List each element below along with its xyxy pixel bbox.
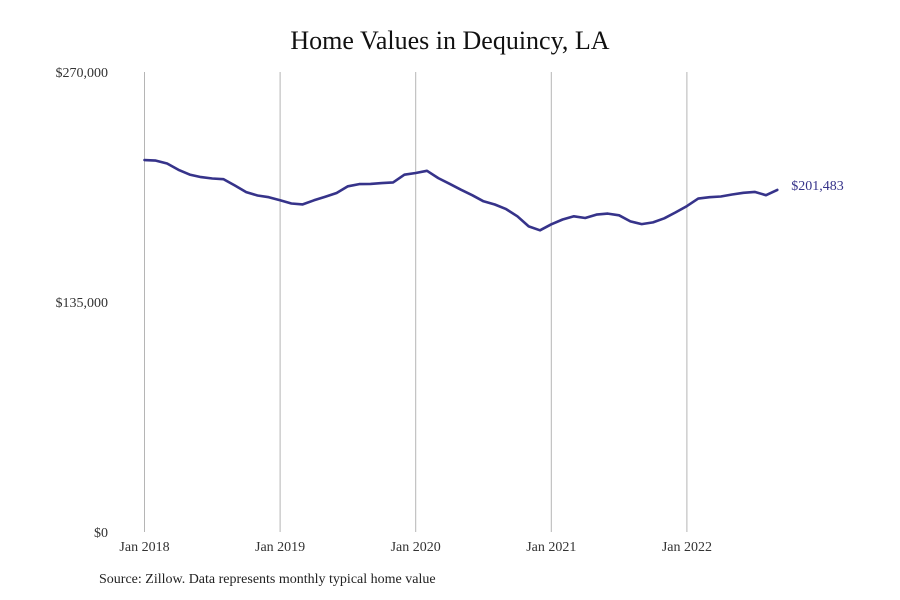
end-value-label: $201,483 [791, 179, 844, 194]
y-tick-label: $0 [94, 526, 108, 541]
x-tick-label: Jan 2021 [526, 540, 576, 555]
x-tick-label: Jan 2022 [662, 540, 712, 555]
y-axis-tick-labels: $0 $135,000 $270,000 [56, 66, 109, 541]
gridlines [144, 72, 688, 532]
x-tick-label: Jan 2018 [119, 540, 169, 555]
series-layer [143, 158, 779, 232]
source-note: Source: Zillow. Data represents monthly … [99, 572, 436, 587]
x-tick-label: Jan 2019 [255, 540, 305, 555]
home-value-series-line [143, 158, 779, 232]
x-axis-tick-labels: Jan 2018 Jan 2019 Jan 2020 Jan 2021 Jan 2022 [119, 540, 712, 555]
y-tick-label: $270,000 [56, 66, 109, 81]
y-tick-label: $135,000 [56, 296, 109, 311]
chart-title: Home Values in Dequincy, LA [290, 26, 610, 55]
end-value-label-layer: $201,483 [791, 179, 844, 194]
x-tick-label: Jan 2020 [391, 540, 441, 555]
